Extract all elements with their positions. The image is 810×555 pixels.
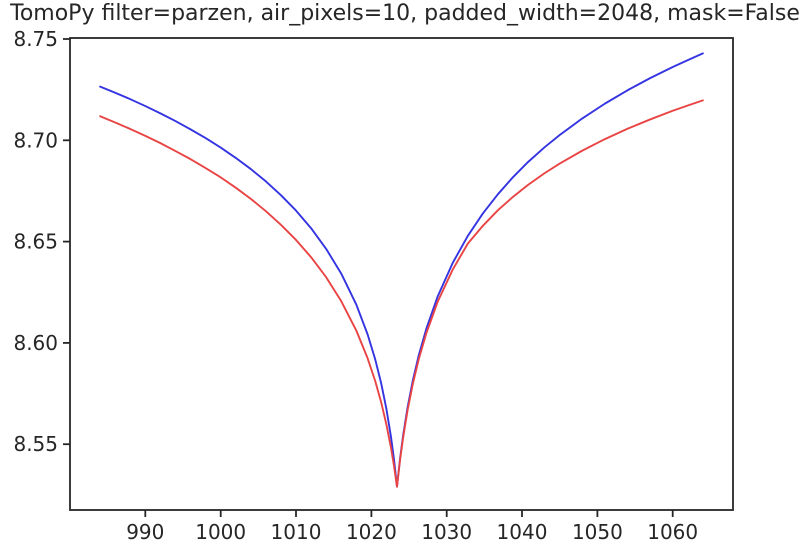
x-tick-label: 1040 xyxy=(497,520,548,544)
chart-title: TomoPy filter=parzen, air_pixels=10, pad… xyxy=(10,1,800,26)
series-line-red xyxy=(99,99,704,488)
x-tick-label: 1010 xyxy=(271,520,322,544)
x-tick-label: 1000 xyxy=(195,520,246,544)
x-tick-label: 1030 xyxy=(421,520,472,544)
y-tick-label: 8.65 xyxy=(13,230,58,254)
axes-frame xyxy=(69,37,734,511)
y-tick-label: 8.55 xyxy=(13,432,58,456)
x-tick-label: 990 xyxy=(126,520,164,544)
series-line-blue xyxy=(99,52,704,488)
y-tick-label: 8.60 xyxy=(13,331,58,355)
x-tick-label: 1050 xyxy=(572,520,623,544)
y-tick-label: 8.75 xyxy=(13,27,58,51)
y-tick-label: 8.70 xyxy=(13,128,58,152)
x-tick-label: 1020 xyxy=(346,520,397,544)
x-tick-label: 1060 xyxy=(647,520,698,544)
